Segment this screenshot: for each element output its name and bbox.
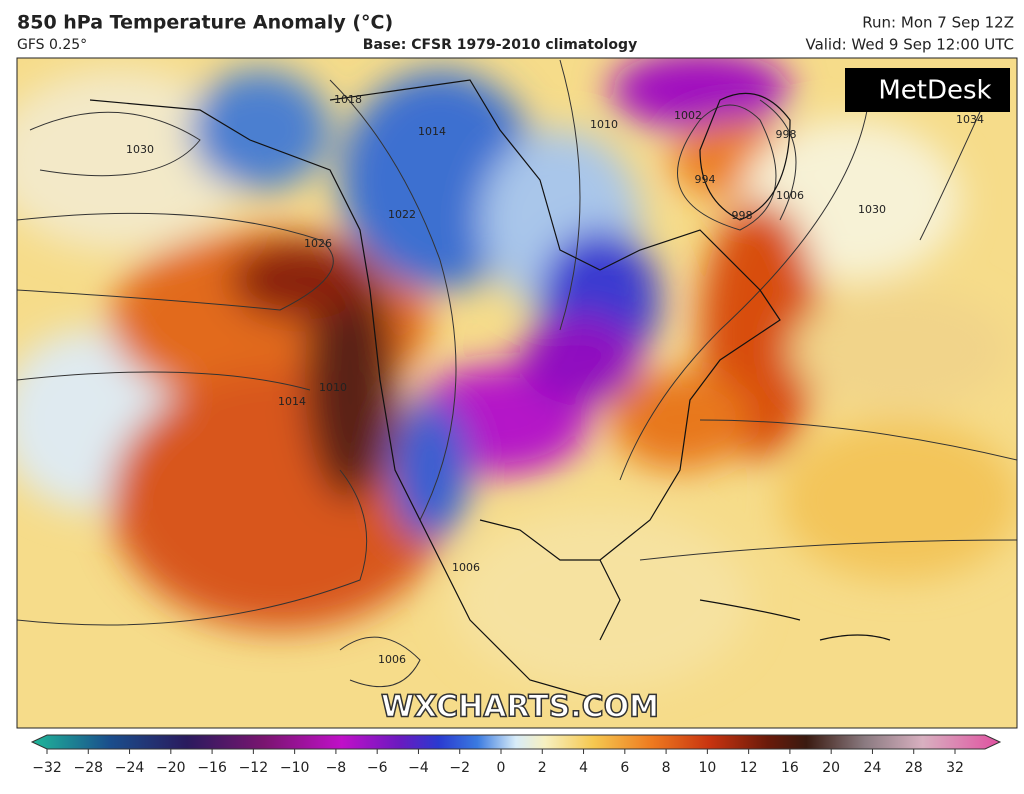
isobar-label: 1022 bbox=[388, 208, 416, 221]
isobar-label: 998 bbox=[732, 209, 753, 222]
map bbox=[17, 58, 1017, 728]
colorbar-tick-label: −2 bbox=[449, 760, 470, 776]
logo-box bbox=[845, 68, 1010, 112]
isobar-label: 1014 bbox=[418, 125, 446, 138]
colorbar-tick-label: −8 bbox=[326, 760, 347, 776]
colorbar bbox=[30, 734, 1002, 750]
colorbar-tick-label: 32 bbox=[946, 760, 964, 776]
colorbar-tick-label: 8 bbox=[662, 760, 671, 776]
colorbar-tick-label: 0 bbox=[497, 760, 506, 776]
isobar-label: 1010 bbox=[590, 118, 618, 131]
colorbar-tick-label: −20 bbox=[156, 760, 186, 776]
map-frame bbox=[16, 57, 1018, 729]
colorbar-tick-label: 24 bbox=[864, 760, 882, 776]
colorbar-tick-label: 4 bbox=[579, 760, 588, 776]
isobar-label: 1034 bbox=[956, 113, 984, 126]
colorbar-tick-label: −28 bbox=[73, 760, 103, 776]
colorbar-tick-label: 12 bbox=[740, 760, 758, 776]
isobar-label: 1030 bbox=[858, 203, 886, 216]
isobar-label: 1002 bbox=[674, 109, 702, 122]
base: Base: CFSR 1979-2010 climatology bbox=[363, 37, 637, 53]
colorbar-tick-label: 10 bbox=[698, 760, 716, 776]
colorbar-tick-label: −12 bbox=[239, 760, 269, 776]
title: 850 hPa Temperature Anomaly (°C) bbox=[17, 12, 393, 34]
watermark: WXCHARTS.COM bbox=[381, 690, 659, 725]
colorbar-tick-label: −4 bbox=[408, 760, 429, 776]
colorbar-tick-label: 28 bbox=[905, 760, 923, 776]
valid: Valid: Wed 9 Sep 12:00 UTC bbox=[805, 36, 1014, 54]
colorbar-tick-label: −24 bbox=[115, 760, 145, 776]
logo: MetDesk bbox=[878, 76, 991, 106]
colorbar-tick-label: 6 bbox=[620, 760, 629, 776]
colorbar-tick-label: −32 bbox=[32, 760, 62, 776]
model: GFS 0.25° bbox=[17, 37, 87, 53]
colorbar-tick-label: 20 bbox=[822, 760, 840, 776]
colorbar-tick-label: −6 bbox=[367, 760, 388, 776]
isobar-label: 1006 bbox=[776, 189, 804, 202]
run: Run: Mon 7 Sep 12Z bbox=[862, 14, 1014, 32]
isobar-label: 998 bbox=[776, 128, 797, 141]
colorbar-tick-label: −10 bbox=[280, 760, 310, 776]
colorbar-tick-label: 16 bbox=[781, 760, 799, 776]
isobar-label: 1018 bbox=[334, 93, 362, 106]
isobar-label: 1030 bbox=[126, 143, 154, 156]
isobar-label: 1006 bbox=[378, 653, 406, 666]
colorbar-tick-label: 2 bbox=[538, 760, 547, 776]
isobar-label: 994 bbox=[695, 173, 716, 186]
isobar-label: 1014 bbox=[278, 395, 306, 408]
isobar-label: 1010 bbox=[319, 381, 347, 394]
isobar-label: 1026 bbox=[304, 237, 332, 250]
colorbar-tick-label: −16 bbox=[197, 760, 227, 776]
isobar-label: 1006 bbox=[452, 561, 480, 574]
